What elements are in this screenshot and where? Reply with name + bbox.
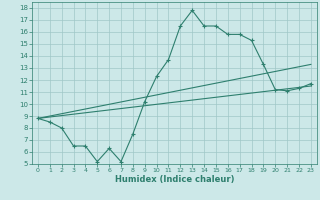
X-axis label: Humidex (Indice chaleur): Humidex (Indice chaleur) xyxy=(115,175,234,184)
